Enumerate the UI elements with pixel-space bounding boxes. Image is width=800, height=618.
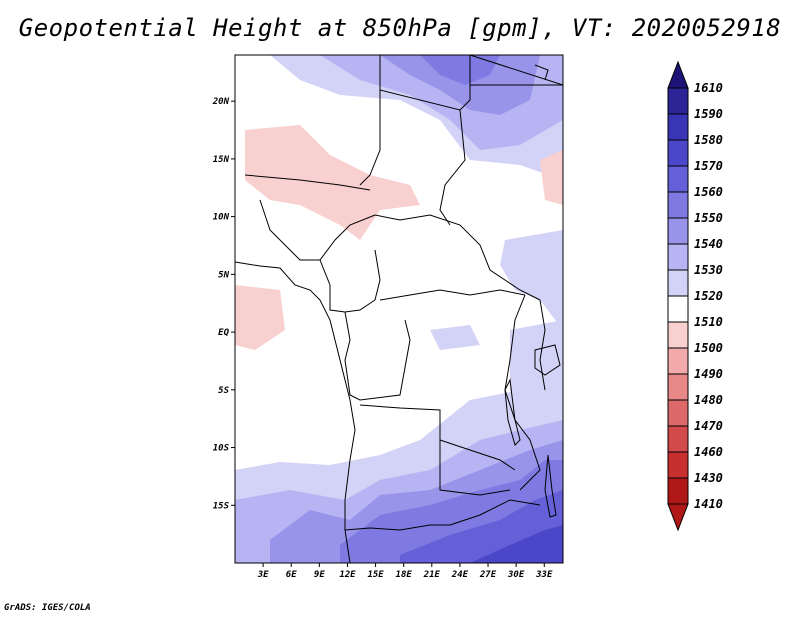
border-libya-sudan (379, 55, 471, 111)
x-tick-label: 18E (396, 570, 413, 580)
colorbar-swatch (667, 451, 689, 479)
y-axis: 20N 15N 10N 5N EQ 5S 10S 15S (212, 97, 235, 511)
colorbar-label: 1510 (694, 315, 723, 329)
colorbar-swatch (667, 399, 689, 427)
contour-fill-1500-east (540, 150, 563, 205)
x-tick-label: 6E (286, 570, 297, 580)
colorbar-swatch (667, 87, 689, 115)
colorbar-label: 1530 (694, 263, 723, 277)
border-drc-east (504, 294, 541, 491)
colorbar-swatch (667, 191, 689, 219)
colorbar-label: 1560 (694, 185, 723, 199)
border-cameroon (319, 249, 381, 313)
map-frame (234, 54, 564, 564)
country-borders (235, 55, 563, 563)
border-angola-namibia (344, 524, 450, 531)
colorbar-swatch (667, 243, 689, 271)
x-tick-label: 9E (314, 570, 325, 580)
lake-victoria (534, 344, 561, 376)
contour-fill-1550-north (420, 55, 500, 85)
colorbar-label: 1550 (694, 211, 723, 225)
y-tick-label: 10N (213, 213, 230, 223)
x-tick-label: 3E (257, 570, 269, 580)
border-chad-sudan (439, 109, 466, 226)
height-field (235, 55, 563, 563)
x-tick-label: 24E (451, 570, 469, 580)
contour-fill-1520-basin (430, 325, 480, 350)
colorbar-label: 1570 (694, 159, 723, 173)
x-tick-label: 30E (507, 570, 525, 580)
colorbar-bottom-arrow (667, 503, 689, 532)
colorbar-label: 1580 (694, 133, 723, 147)
colorbar-swatch (667, 165, 689, 193)
colorbar-swatch (667, 347, 689, 375)
contour-fill-1570-south (470, 525, 563, 563)
contour-fill-1500-gulf (235, 285, 285, 350)
x-tick-label: 12E (339, 570, 356, 580)
x-tick-label: 33E (535, 570, 553, 580)
colorbar-swatch (667, 139, 689, 167)
border-kenya-uganda (539, 299, 546, 391)
colorbar-swatch (667, 295, 689, 323)
y-tick-label: EQ (218, 328, 229, 338)
colorbar-label: 1480 (694, 393, 723, 407)
colorbar-swatch (667, 321, 689, 349)
grads-credit: GrADS: IGES/COLA (4, 603, 91, 613)
contour-fill-1520-east (500, 230, 563, 330)
colorbar-label: 1610 (694, 81, 723, 95)
contour-fill-1500-sahel (245, 125, 420, 240)
colorbar-label: 1460 (694, 445, 723, 459)
y-tick-label: 20N (212, 97, 230, 107)
x-tick-label: 27E (479, 570, 497, 580)
y-tick-label: 5N (218, 270, 229, 280)
x-tick-label: 15E (367, 570, 384, 580)
chart-title: Geopotential Height at 850hPa [gpm], VT:… (18, 14, 782, 42)
x-tick-label: 21E (423, 570, 441, 580)
colorbar-label: 1540 (694, 237, 723, 251)
colorbar: 1610 1590 1580 1570 1560 1550 1540 1530 1520 1510… (667, 60, 723, 532)
coastline-red-sea (534, 64, 549, 81)
colorbar-label: 1500 (694, 341, 723, 355)
colorbar-label: 1520 (694, 289, 723, 303)
colorbar-label: 1470 (694, 419, 723, 433)
y-tick-label: 10S (213, 444, 230, 454)
colorbar-swatch (667, 373, 689, 401)
lake-tanganyika (504, 378, 521, 446)
colorbar-swatch (667, 425, 689, 453)
border-zambia-south (449, 499, 541, 526)
border-car-drc (379, 289, 526, 301)
border-libya-chad (359, 55, 381, 186)
colorbar-swatch (667, 269, 689, 297)
y-tick-label: 15N (213, 155, 230, 165)
border-niger-chad (244, 174, 371, 191)
border-congo-drc (344, 311, 411, 401)
colorbar-label: 1430 (694, 471, 723, 485)
border-ethiopia (469, 55, 563, 86)
colorbar-label: 1590 (694, 107, 723, 121)
border-car-sudan (374, 214, 541, 301)
colorbar-top-arrow (667, 60, 689, 89)
coastline-west (235, 261, 356, 563)
x-axis: 3E 6E 9E 12E 15E 18E 21E 24E 27E 30E 33E (257, 563, 553, 580)
colorbar-label: 1410 (694, 497, 723, 511)
border-angola-zambia (439, 440, 511, 496)
lake-malawi (544, 454, 557, 518)
contour-fill-1540-north (380, 55, 540, 115)
colorbar-swatch (667, 113, 689, 141)
y-tick-label: 15S (213, 501, 230, 511)
y-tick-label: 5S (218, 386, 229, 396)
colorbar-swatch (667, 217, 689, 245)
colorbar-label: 1490 (694, 367, 723, 381)
colorbar-swatch (667, 477, 689, 505)
